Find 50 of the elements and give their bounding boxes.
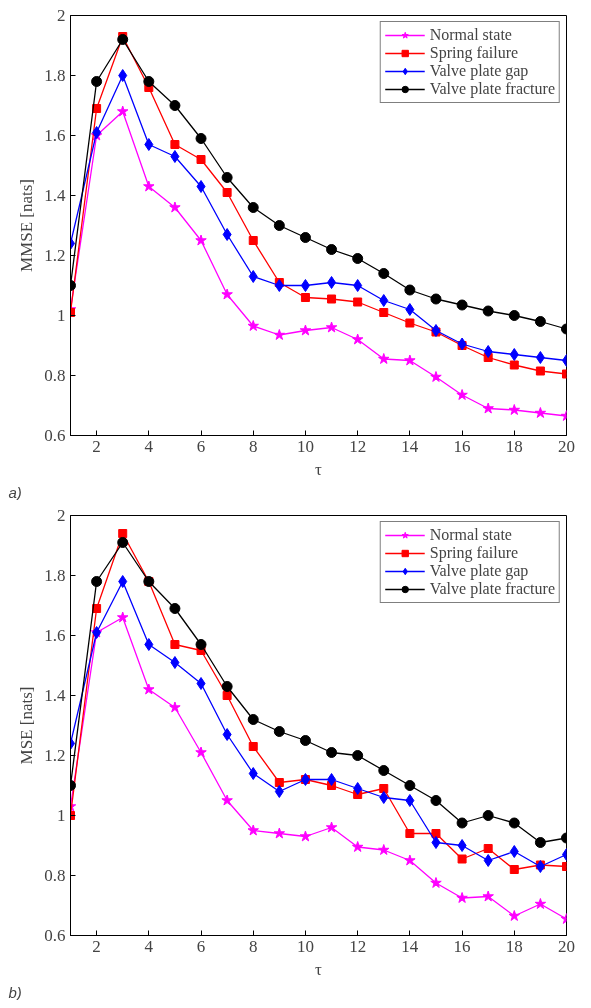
y-tick-label: 1.4 <box>44 186 66 205</box>
x-tick-label: 2 <box>92 436 101 456</box>
x-tick-label: 4 <box>144 936 154 956</box>
x-axis-title: τ <box>315 959 323 979</box>
y-tick-label: 1 <box>57 806 66 825</box>
x-tick-label: 4 <box>144 436 154 456</box>
legend-label: Valve plate gap <box>429 62 529 80</box>
y-tick-label: 1 <box>57 306 66 325</box>
x-tick-label: 8 <box>248 436 258 456</box>
x-tick-label: 18 <box>505 436 523 456</box>
x-tick-label: 20 <box>558 436 575 456</box>
x-tick-label: 10 <box>296 936 314 956</box>
text: a) <box>8 483 22 501</box>
x-tick-label: 10 <box>296 436 314 456</box>
x-tick-label: 12 <box>349 936 367 956</box>
x-tick-label: 16 <box>453 936 471 956</box>
y-axis-title: MMSE [nats] <box>17 178 37 273</box>
x-tick-label: 18 <box>505 936 523 956</box>
text: b) <box>8 983 22 1001</box>
y-tick-label: 1.6 <box>44 626 66 645</box>
y-tick-label: 1.8 <box>44 566 66 585</box>
y-tick-label: 2 <box>57 6 66 25</box>
x-tick-label: 14 <box>401 436 419 456</box>
y-tick-label: 0.6 <box>44 426 66 445</box>
legend-label: Spring failure <box>429 44 519 62</box>
x-tick-label: 12 <box>349 436 367 456</box>
y-tick-label: 1.2 <box>44 746 66 765</box>
x-tick-label: 14 <box>401 936 419 956</box>
x-tick-label: 2 <box>92 936 101 956</box>
y-tick-label: 1.6 <box>44 126 66 145</box>
x-tick-label: 8 <box>248 936 258 956</box>
x-axis-title: τ <box>315 459 323 479</box>
legend-label: Valve plate fracture <box>429 580 555 598</box>
y-tick-label: 1.4 <box>44 686 66 705</box>
legend-label: Valve plate gap <box>429 562 529 580</box>
y-tick-label: 0.8 <box>44 366 66 385</box>
x-tick-label: 16 <box>453 436 471 456</box>
y-tick-label: 0.6 <box>44 926 66 945</box>
y-axis-title: MSE [nats] <box>17 686 37 765</box>
legend-label: Normal state <box>429 526 512 544</box>
x-tick-label: 6 <box>196 436 206 456</box>
y-tick-label: 2 <box>57 506 66 525</box>
legend-label: Spring failure <box>429 544 519 562</box>
legend-label: Normal state <box>429 26 512 44</box>
y-tick-label: 0.8 <box>44 866 66 885</box>
y-tick-label: 1.8 <box>44 66 66 85</box>
legend-label: Valve plate fracture <box>429 80 555 98</box>
y-tick-label: 1.2 <box>44 246 66 265</box>
x-tick-label: 20 <box>558 936 575 956</box>
x-tick-label: 6 <box>196 936 206 956</box>
